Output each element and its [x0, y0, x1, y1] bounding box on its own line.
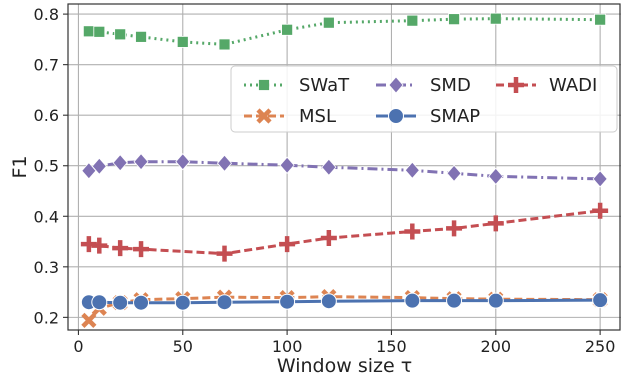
series-smap — [80, 292, 609, 311]
x-tick-label: 0 — [73, 337, 83, 356]
data-point-smd — [446, 164, 462, 182]
data-point-smap — [320, 293, 337, 310]
x-tick-label: 150 — [376, 337, 407, 356]
x-tick-label: 100 — [272, 337, 303, 356]
legend-item-msl: MSL — [244, 106, 336, 127]
series-msl — [81, 289, 608, 328]
data-point-smd — [216, 154, 233, 172]
data-point-smap — [133, 294, 150, 311]
grid — [68, 4, 621, 330]
data-point-smap — [279, 293, 296, 310]
legend-label-swat: SWaT — [299, 75, 350, 96]
legend-label-msl: MSL — [299, 106, 336, 127]
legend: SWaT SMD WADI MSL SMAP — [230, 65, 618, 133]
data-point-swat — [322, 16, 335, 29]
data-point-swat — [406, 14, 419, 27]
series-line-smap — [88, 298, 601, 305]
data-point-smap — [404, 292, 421, 309]
series-wadi — [80, 202, 609, 262]
y-tick-label: 0.2 — [34, 308, 59, 327]
legend-item-swat: SWaT — [244, 75, 350, 96]
data-point-swat — [489, 12, 502, 25]
series-line-wadi — [88, 209, 601, 256]
legend-item-wadi: WADI — [496, 75, 597, 96]
data-point-smd — [592, 170, 608, 188]
y-tick-label: 0.6 — [34, 106, 59, 125]
y-axis-label: F1 — [9, 155, 31, 178]
data-point-swat — [93, 25, 106, 38]
data-point-wadi — [404, 223, 421, 240]
x-axis-label: Window size τ — [277, 355, 412, 377]
legend-marker-swat — [258, 79, 270, 91]
legend-item-smap: SMAP — [376, 106, 480, 127]
data-point-wadi — [592, 202, 609, 219]
legend-label-smd: SMD — [430, 75, 471, 96]
data-point-wadi — [216, 245, 233, 262]
data-point-smap — [216, 294, 233, 311]
data-point-swat — [448, 13, 460, 26]
legend-marker-msl — [256, 108, 272, 124]
plot-frame — [67, 3, 621, 331]
data-point-swat — [281, 23, 294, 36]
data-point-smd — [404, 161, 420, 179]
data-point-swat — [135, 30, 147, 43]
data-point-smd — [488, 167, 504, 185]
y-tick-label: 0.3 — [34, 258, 59, 277]
series-smd — [81, 153, 608, 188]
data-point-smd — [321, 158, 337, 176]
y-tick-label: 0.4 — [34, 207, 59, 226]
x-tick-label: 250 — [585, 337, 616, 356]
data-point-wadi — [487, 215, 504, 232]
data-point-swat — [176, 36, 189, 48]
data-point-smd — [133, 153, 149, 171]
data-point-smd — [279, 156, 295, 174]
y-tick-label: 0.5 — [34, 157, 59, 176]
legend-label-wadi: WADI — [549, 75, 597, 96]
legend-marker-wadi — [508, 77, 524, 93]
data-point-swat — [82, 25, 95, 38]
data-point-smap — [446, 292, 463, 309]
data-point-swat — [114, 28, 127, 41]
y-tick-label: 0.7 — [34, 56, 59, 75]
legend-label-smap: SMAP — [430, 106, 480, 127]
legend-box — [230, 65, 618, 133]
data-point-smap — [174, 294, 191, 311]
legend-item-smd: SMD — [376, 75, 471, 96]
tick-labels: 0 50 100 150 200 250 0.2 0.3 0.4 0.5 0.6 0.7 0.8 — [34, 5, 616, 356]
data-point-wadi — [279, 236, 296, 253]
legend-marker-smd — [388, 76, 404, 94]
data-point-wadi — [320, 230, 337, 247]
data-point-smd — [91, 157, 107, 175]
y-tick-label: 0.8 — [34, 5, 59, 24]
x-tick-label: 50 — [173, 337, 193, 356]
data-point-smap — [91, 294, 108, 311]
x-tick-label: 200 — [481, 337, 512, 356]
series-line-smd — [88, 160, 601, 181]
data-point-wadi — [446, 220, 463, 237]
data-point-smd — [112, 154, 128, 172]
data-point-swat — [594, 13, 607, 26]
data-point-smap — [487, 292, 504, 309]
legend-marker-smap — [388, 108, 404, 124]
series-line-swat — [88, 17, 601, 46]
data-point-wadi — [91, 237, 108, 254]
series-swat — [82, 12, 607, 51]
data-point-wadi — [112, 240, 129, 257]
data-point-swat — [218, 38, 231, 51]
data-point-smap — [112, 294, 129, 311]
data-point-msl — [81, 312, 97, 328]
series-layer — [80, 12, 609, 328]
data-point-smd — [175, 153, 191, 171]
data-point-smap — [592, 292, 609, 309]
data-point-wadi — [133, 241, 150, 258]
